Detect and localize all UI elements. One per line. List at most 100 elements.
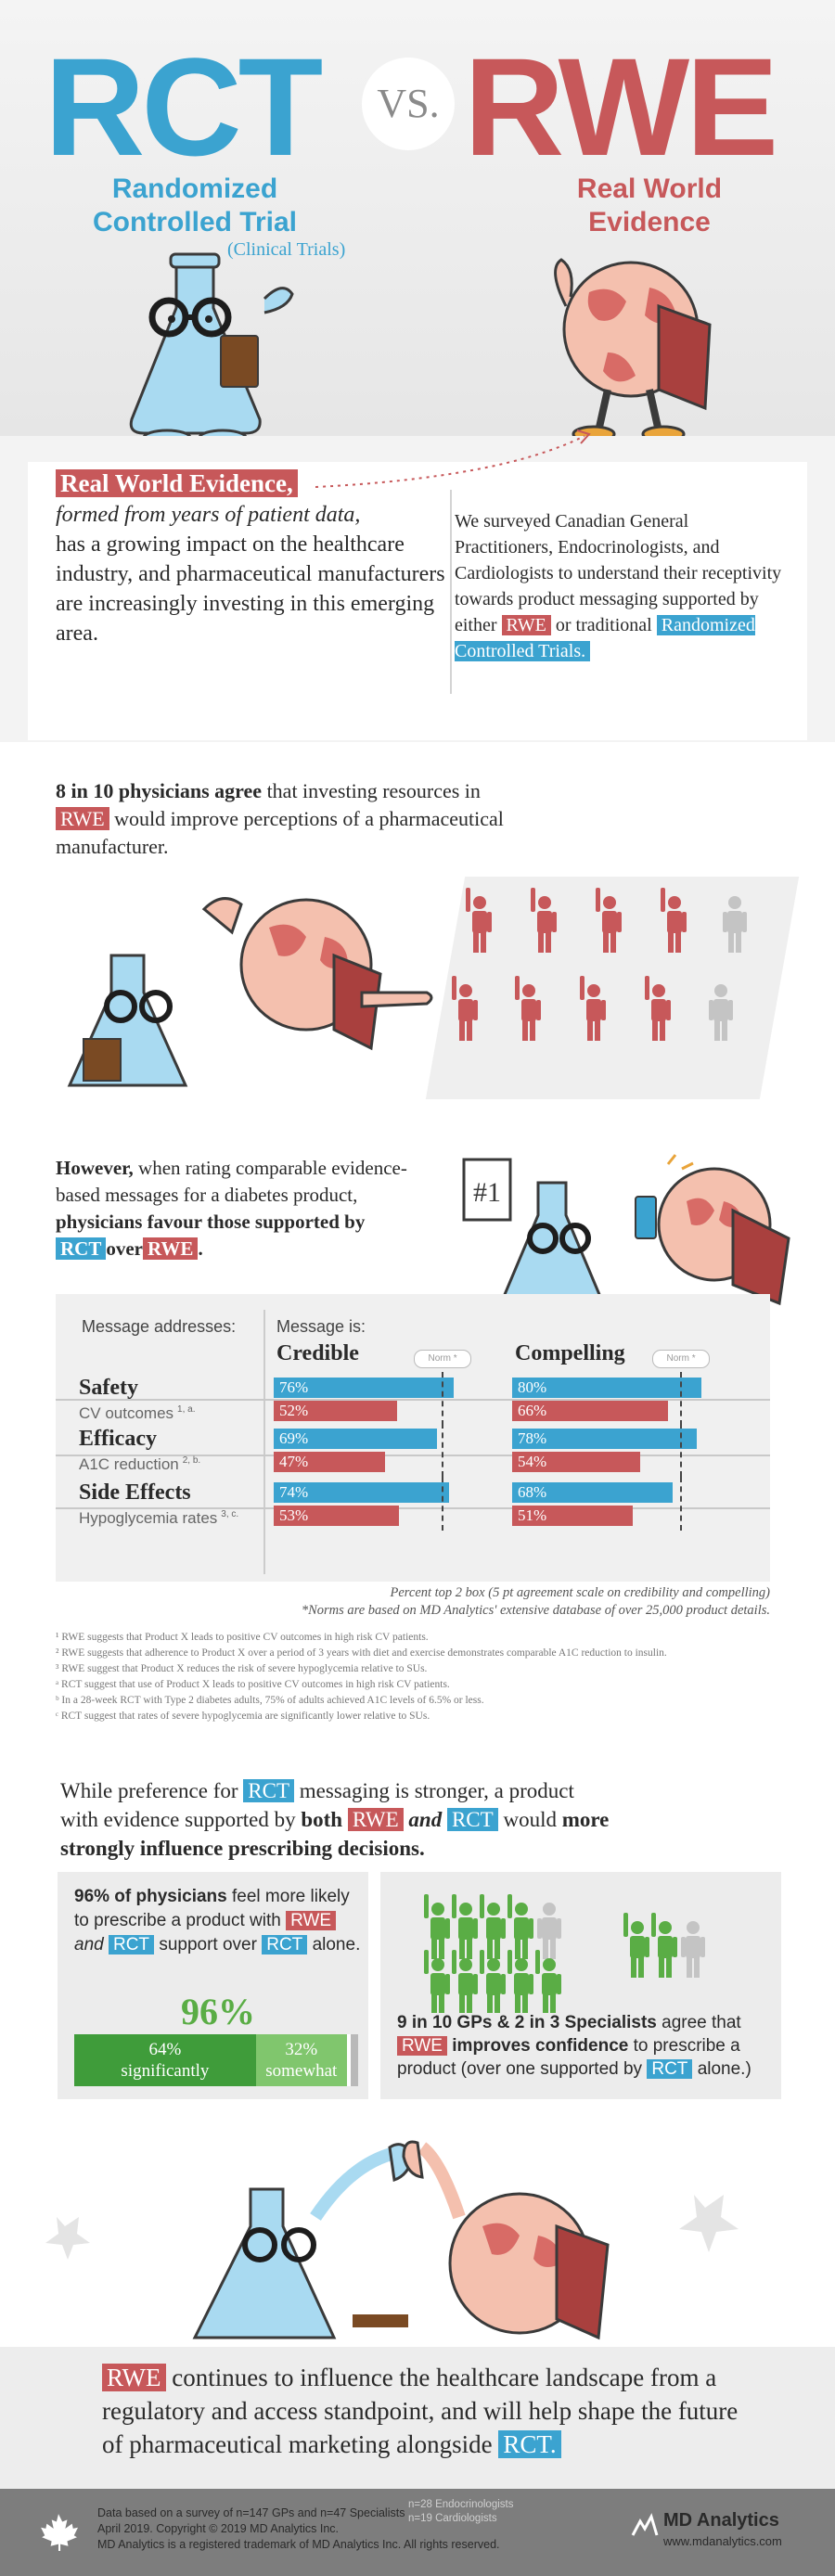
rct-tag: RCT: [108, 1935, 155, 1954]
footer: [0, 2489, 835, 2576]
row-divider: [56, 1455, 770, 1456]
bar-credible-rwe: 47%: [274, 1452, 385, 1472]
bar-compelling-rwe: 51%: [512, 1506, 634, 1526]
neutral-person-icon: [681, 1921, 705, 1978]
col-compelling: Compelling: [515, 1341, 625, 1365]
agree-person-icon: [452, 1894, 478, 1959]
stat1-text2: would improve perceptions of a pharmaceu…: [56, 807, 504, 858]
som-value: 32%: [285, 2040, 318, 2059]
agree-person-icon: [596, 888, 622, 953]
intro-right-text: We surveyed Canadian General Practitione…: [455, 511, 782, 635]
panel-left-text3: alone.: [312, 1935, 361, 1954]
stat2-text: However, when rating comparable evidence…: [56, 1155, 427, 1262]
stat1-text: 8 in 10 physicians agree that investing …: [56, 777, 538, 861]
rct-tag: RCT: [56, 1237, 107, 1260]
bar-credible-rct: 76%: [274, 1378, 454, 1398]
rwe-highlight: Real World Evidence,: [56, 469, 298, 497]
stat2-text1: when rating comparable evidence-based me…: [56, 1157, 407, 1206]
rwe-tag: RWE: [56, 807, 109, 830]
norm-line-compelling: [680, 1477, 683, 1531]
stat2-over: over: [106, 1237, 143, 1260]
dotted-arrow: [315, 429, 591, 488]
stat3-text2: messaging is stronger, a product with ev…: [60, 1779, 574, 1831]
segment-remaining: [350, 2034, 358, 2086]
intro-left-text: has a growing impact on the healthcare i…: [56, 532, 445, 646]
bar-credible-rwe: 52%: [274, 1401, 397, 1421]
stat2-bold1: However,: [56, 1157, 134, 1179]
row-subtitle: A1C reduction 2, b.: [79, 1455, 201, 1473]
row-title: Safety: [79, 1376, 138, 1400]
footnote-b: ᵇ In a 28-week RCT with Type 2 diabetes …: [56, 1695, 484, 1706]
intro-left: Real World Evidence, formed from years o…: [56, 467, 445, 648]
bar-compelling-rwe: 54%: [512, 1452, 640, 1472]
panel-left-text2: support over: [159, 1935, 257, 1954]
rct-tag: RCT: [647, 2059, 693, 2079]
big-96: 96%: [181, 1991, 255, 2032]
row-footnote-ref: 1, a.: [177, 1404, 196, 1416]
panel-96-text: 96% of physicians feel more likely to pr…: [74, 1885, 362, 1957]
bar-compelling-rwe: 66%: [512, 1401, 669, 1421]
agree-person-icon: [623, 1913, 649, 1978]
flask-character-icon: [129, 252, 294, 447]
table-note1: Percent top 2 box (5 pt agreement scale …: [390, 1585, 770, 1600]
footnote-a: ᵃ RCT suggest that use of Product X lead…: [56, 1679, 450, 1690]
footnote-c: ᶜ RCT suggest that rates of severe hypog…: [56, 1711, 430, 1722]
table-notes: Percent top 2 box (5 pt agreement scale …: [56, 1584, 770, 1620]
bar-compelling-rct: 78%: [512, 1429, 697, 1449]
som-label: somewhat: [265, 2061, 338, 2081]
footnote-2: ² RWE suggests that adherence to Product…: [56, 1647, 667, 1659]
row-footnote-ref: 2, b.: [182, 1455, 201, 1467]
chart-area: Norm * Norm * Safety CV outcomes 1, a. 76% 52%…: [56, 1294, 770, 1582]
intro-divider: [450, 490, 452, 694]
agree-person-icon: [480, 1894, 506, 1959]
panel-left-bold: 96% of physicians: [74, 1887, 227, 1906]
closing-body: continues to influence the healthcare la…: [102, 2364, 739, 2458]
rct-subtitle: Randomized Controlled Trial: [92, 173, 298, 237]
rct-tag: RCT.: [498, 2430, 561, 2458]
footer-lines: Data based on a survey of n=147 GPs and …: [97, 2506, 500, 2553]
footer-brand: MD Analytics: [663, 2510, 779, 2531]
rct-tag: RCT: [243, 1779, 295, 1802]
segment-significantly: 64% significantly: [74, 2034, 256, 2086]
panel-9in10-text: 9 in 10 GPs & 2 in 3 Specialists agree t…: [397, 2011, 768, 2081]
rwe-tag: RWE: [143, 1237, 199, 1260]
agree-person-icon: [452, 976, 478, 1041]
bar-compelling-rct: 80%: [512, 1378, 701, 1398]
clipboard-number: #1: [473, 1177, 501, 1208]
agree-person-icon: [507, 1894, 533, 1959]
agree-person-icon: [661, 888, 687, 953]
sig-value: 64%: [148, 2040, 182, 2059]
rwe-subtitle: Real World Evidence: [576, 173, 723, 237]
footer-url[interactable]: www.mdanalytics.com: [663, 2534, 782, 2548]
stacked-bar: 64% significantly 32% somewhat: [74, 2034, 358, 2086]
stat2-end: .: [198, 1237, 203, 1260]
agree-person-icon: [531, 888, 557, 953]
panel-right-bold: 9 in 10 GPs & 2 in 3 Specialists: [397, 2013, 657, 2032]
stat3-and: and: [408, 1808, 443, 1831]
row-title: Efficacy: [79, 1427, 157, 1451]
norm-line-compelling: [680, 1372, 683, 1426]
stat2-bold2: physicians favour those supported by: [56, 1211, 366, 1233]
agree-person-icon: [424, 1894, 450, 1959]
footer-endo: n=28 Endocrinologists: [408, 2499, 514, 2510]
norm-line-credible: [442, 1372, 444, 1426]
stat3-both: both: [301, 1808, 343, 1831]
intro-right: We surveyed Canadian General Practitione…: [455, 508, 789, 664]
table-note2: *Norms are based on MD Analytics' extens…: [301, 1603, 770, 1618]
flask-globe-pointing-icon: [67, 897, 433, 1087]
table-divider: [263, 1310, 265, 1574]
flask-winner-icon: #1: [462, 1154, 790, 1306]
stat3-text: While preference for RCT messaging is st…: [60, 1776, 617, 1863]
rwe-title: RWE: [464, 29, 778, 185]
intro-card: [28, 462, 807, 740]
footer-line1: Data based on a survey of n=147 GPs and …: [97, 2506, 405, 2519]
stat1-bold: 8 in 10 physicians agree: [56, 779, 263, 802]
col-addresses: Message addresses:: [82, 1317, 237, 1336]
closing-text: RWE continues to influence the healthcar…: [102, 2361, 742, 2461]
agree-person-icon: [480, 1950, 506, 2013]
rct-title: RCT: [45, 29, 323, 185]
globe-character-icon: [554, 258, 712, 443]
norm-line-credible: [442, 1423, 444, 1477]
intro-italic: formed from years of patient data,: [56, 503, 361, 527]
intro-or: or traditional: [555, 615, 652, 635]
